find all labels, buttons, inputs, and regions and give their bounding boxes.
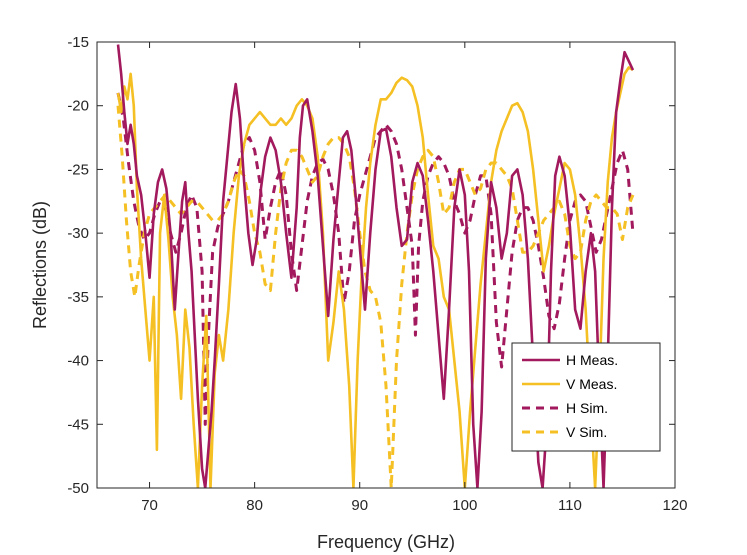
y-tick-label: -30	[67, 225, 89, 242]
x-tick-label: 120	[662, 497, 687, 514]
axes: 70 80 90 100 110 120 -15 -20 -25 -30 -35 -40 -45 -50	[67, 34, 687, 514]
x-tick-label: 80	[246, 497, 263, 514]
legend-label: V Sim.	[566, 424, 607, 440]
y-tick-label: -50	[67, 480, 89, 497]
x-tick-label: 90	[351, 497, 368, 514]
legend-label: V Meas.	[566, 376, 617, 392]
series-line-v-sim	[116, 105, 635, 488]
y-tick-label: -25	[67, 161, 89, 178]
y-axis-label: Reflections (dB)	[30, 201, 50, 329]
y-tick-label: -45	[67, 416, 89, 433]
legend: H Meas. V Meas. H Sim. V Sim.	[511, 342, 661, 452]
x-tick-label: 100	[452, 497, 477, 514]
y-tick-label: -15	[67, 34, 89, 51]
x-axis-label: Frequency (GHz)	[317, 532, 455, 552]
y-tick-label: -20	[67, 98, 89, 115]
legend-label: H Meas.	[566, 352, 618, 368]
series-line-h-sim	[116, 92, 635, 426]
x-tick-label: 110	[558, 497, 582, 514]
axes-frame	[96, 41, 676, 489]
y-tick-label: -40	[67, 353, 89, 370]
y-tick-label: -35	[67, 289, 89, 306]
x-tick-label: 70	[141, 497, 158, 514]
legend-label: H Sim.	[566, 400, 608, 416]
